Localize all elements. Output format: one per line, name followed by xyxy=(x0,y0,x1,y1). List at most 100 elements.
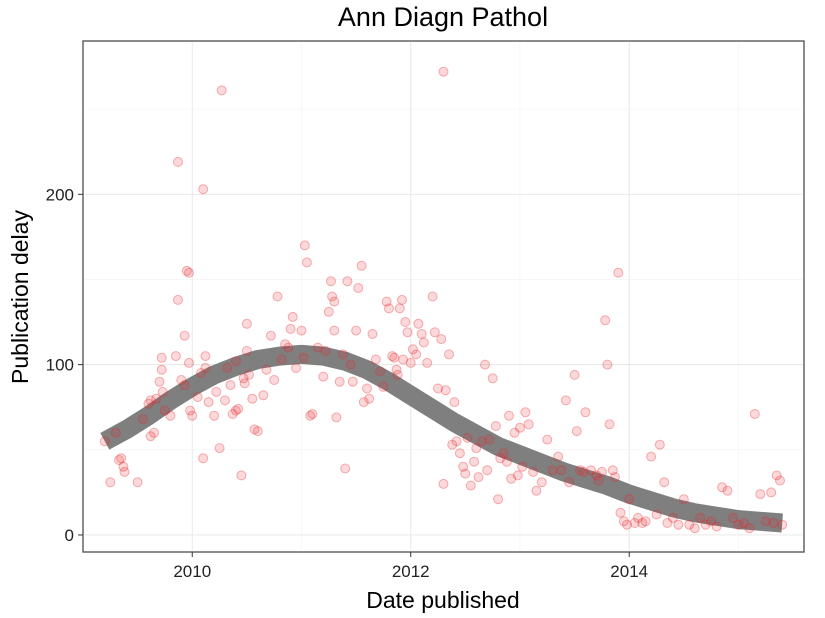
data-point xyxy=(556,465,567,476)
data-point xyxy=(504,410,514,421)
x-axis-title: Date published xyxy=(366,587,519,613)
data-point xyxy=(678,494,689,505)
data-point xyxy=(367,329,378,339)
data-point xyxy=(323,306,334,317)
smooth-band xyxy=(100,344,783,533)
data-point xyxy=(578,466,589,477)
data-point xyxy=(220,395,230,406)
y-tick-label: 100 xyxy=(46,356,74,375)
data-point xyxy=(230,356,241,367)
data-point xyxy=(110,427,121,438)
data-point xyxy=(145,395,156,406)
data-point xyxy=(438,66,449,77)
data-point xyxy=(269,375,280,385)
data-point xyxy=(604,419,615,430)
data-point xyxy=(118,461,129,472)
data-point xyxy=(728,512,738,523)
data-point xyxy=(760,516,771,527)
data-point xyxy=(329,296,340,307)
data-point xyxy=(287,311,298,322)
data-point xyxy=(651,509,662,520)
data-point xyxy=(473,472,484,483)
data-point xyxy=(149,427,159,438)
data-point xyxy=(613,267,624,278)
data-point xyxy=(722,485,733,496)
data-point xyxy=(515,422,525,433)
y-axis-title: Publication delay xyxy=(7,210,33,384)
data-point xyxy=(640,516,651,527)
data-point xyxy=(416,329,427,339)
data-point xyxy=(181,265,192,276)
plot-panel xyxy=(82,40,805,553)
data-point xyxy=(438,478,449,489)
y-tick-label: 200 xyxy=(46,185,74,204)
data-point xyxy=(179,330,190,341)
data-point xyxy=(654,439,665,450)
data-point xyxy=(575,465,586,476)
data-point xyxy=(447,439,458,450)
data-point xyxy=(351,325,362,336)
data-point xyxy=(402,327,413,338)
smooth-band-group xyxy=(100,344,783,533)
data-point xyxy=(542,434,553,445)
data-point xyxy=(159,405,170,416)
data-point xyxy=(356,260,367,271)
data-point xyxy=(624,494,635,505)
data-point xyxy=(340,463,351,474)
data-point xyxy=(700,519,711,530)
data-point xyxy=(460,468,471,479)
data-point xyxy=(198,453,209,464)
data-point xyxy=(646,451,657,462)
data-point xyxy=(198,184,209,195)
data-point xyxy=(407,344,418,355)
data-point xyxy=(738,518,749,528)
data-point xyxy=(157,386,168,397)
data-point xyxy=(241,318,252,329)
data-point xyxy=(392,369,403,380)
points-group xyxy=(99,66,788,534)
data-point xyxy=(405,357,416,368)
data-point xyxy=(211,386,222,397)
data-point xyxy=(775,475,785,486)
data-point xyxy=(411,349,422,360)
data-point xyxy=(689,523,700,534)
data-point xyxy=(239,378,250,389)
data-point xyxy=(547,465,558,476)
data-point xyxy=(449,397,460,408)
data-point xyxy=(187,410,198,421)
data-point xyxy=(454,448,465,459)
data-point xyxy=(105,477,116,488)
data-point xyxy=(509,427,520,438)
data-point xyxy=(375,366,386,377)
data-point xyxy=(362,383,372,394)
data-point xyxy=(276,354,287,365)
data-point xyxy=(331,412,342,423)
data-point xyxy=(353,283,364,293)
data-point xyxy=(364,393,375,404)
data-point xyxy=(192,392,203,402)
y-tick-label: 0 xyxy=(65,526,74,545)
data-point xyxy=(143,398,154,409)
data-point xyxy=(433,383,443,394)
data-point xyxy=(216,85,227,96)
data-point xyxy=(173,294,183,305)
data-point xyxy=(429,327,440,338)
data-point xyxy=(733,519,744,530)
data-point xyxy=(673,519,684,530)
data-point xyxy=(238,373,249,384)
data-point xyxy=(484,434,495,445)
data-point xyxy=(768,518,779,528)
data-point xyxy=(338,349,348,360)
data-point xyxy=(480,359,490,370)
data-point xyxy=(132,477,143,488)
data-point xyxy=(607,465,618,476)
data-point xyxy=(184,357,194,368)
data-point xyxy=(261,364,272,375)
data-point xyxy=(506,473,517,484)
data-point xyxy=(684,519,695,530)
x-tick-label: 2010 xyxy=(173,562,211,581)
data-point xyxy=(298,352,309,363)
data-point xyxy=(517,461,528,472)
data-point xyxy=(755,489,766,500)
plot-border xyxy=(82,40,805,553)
